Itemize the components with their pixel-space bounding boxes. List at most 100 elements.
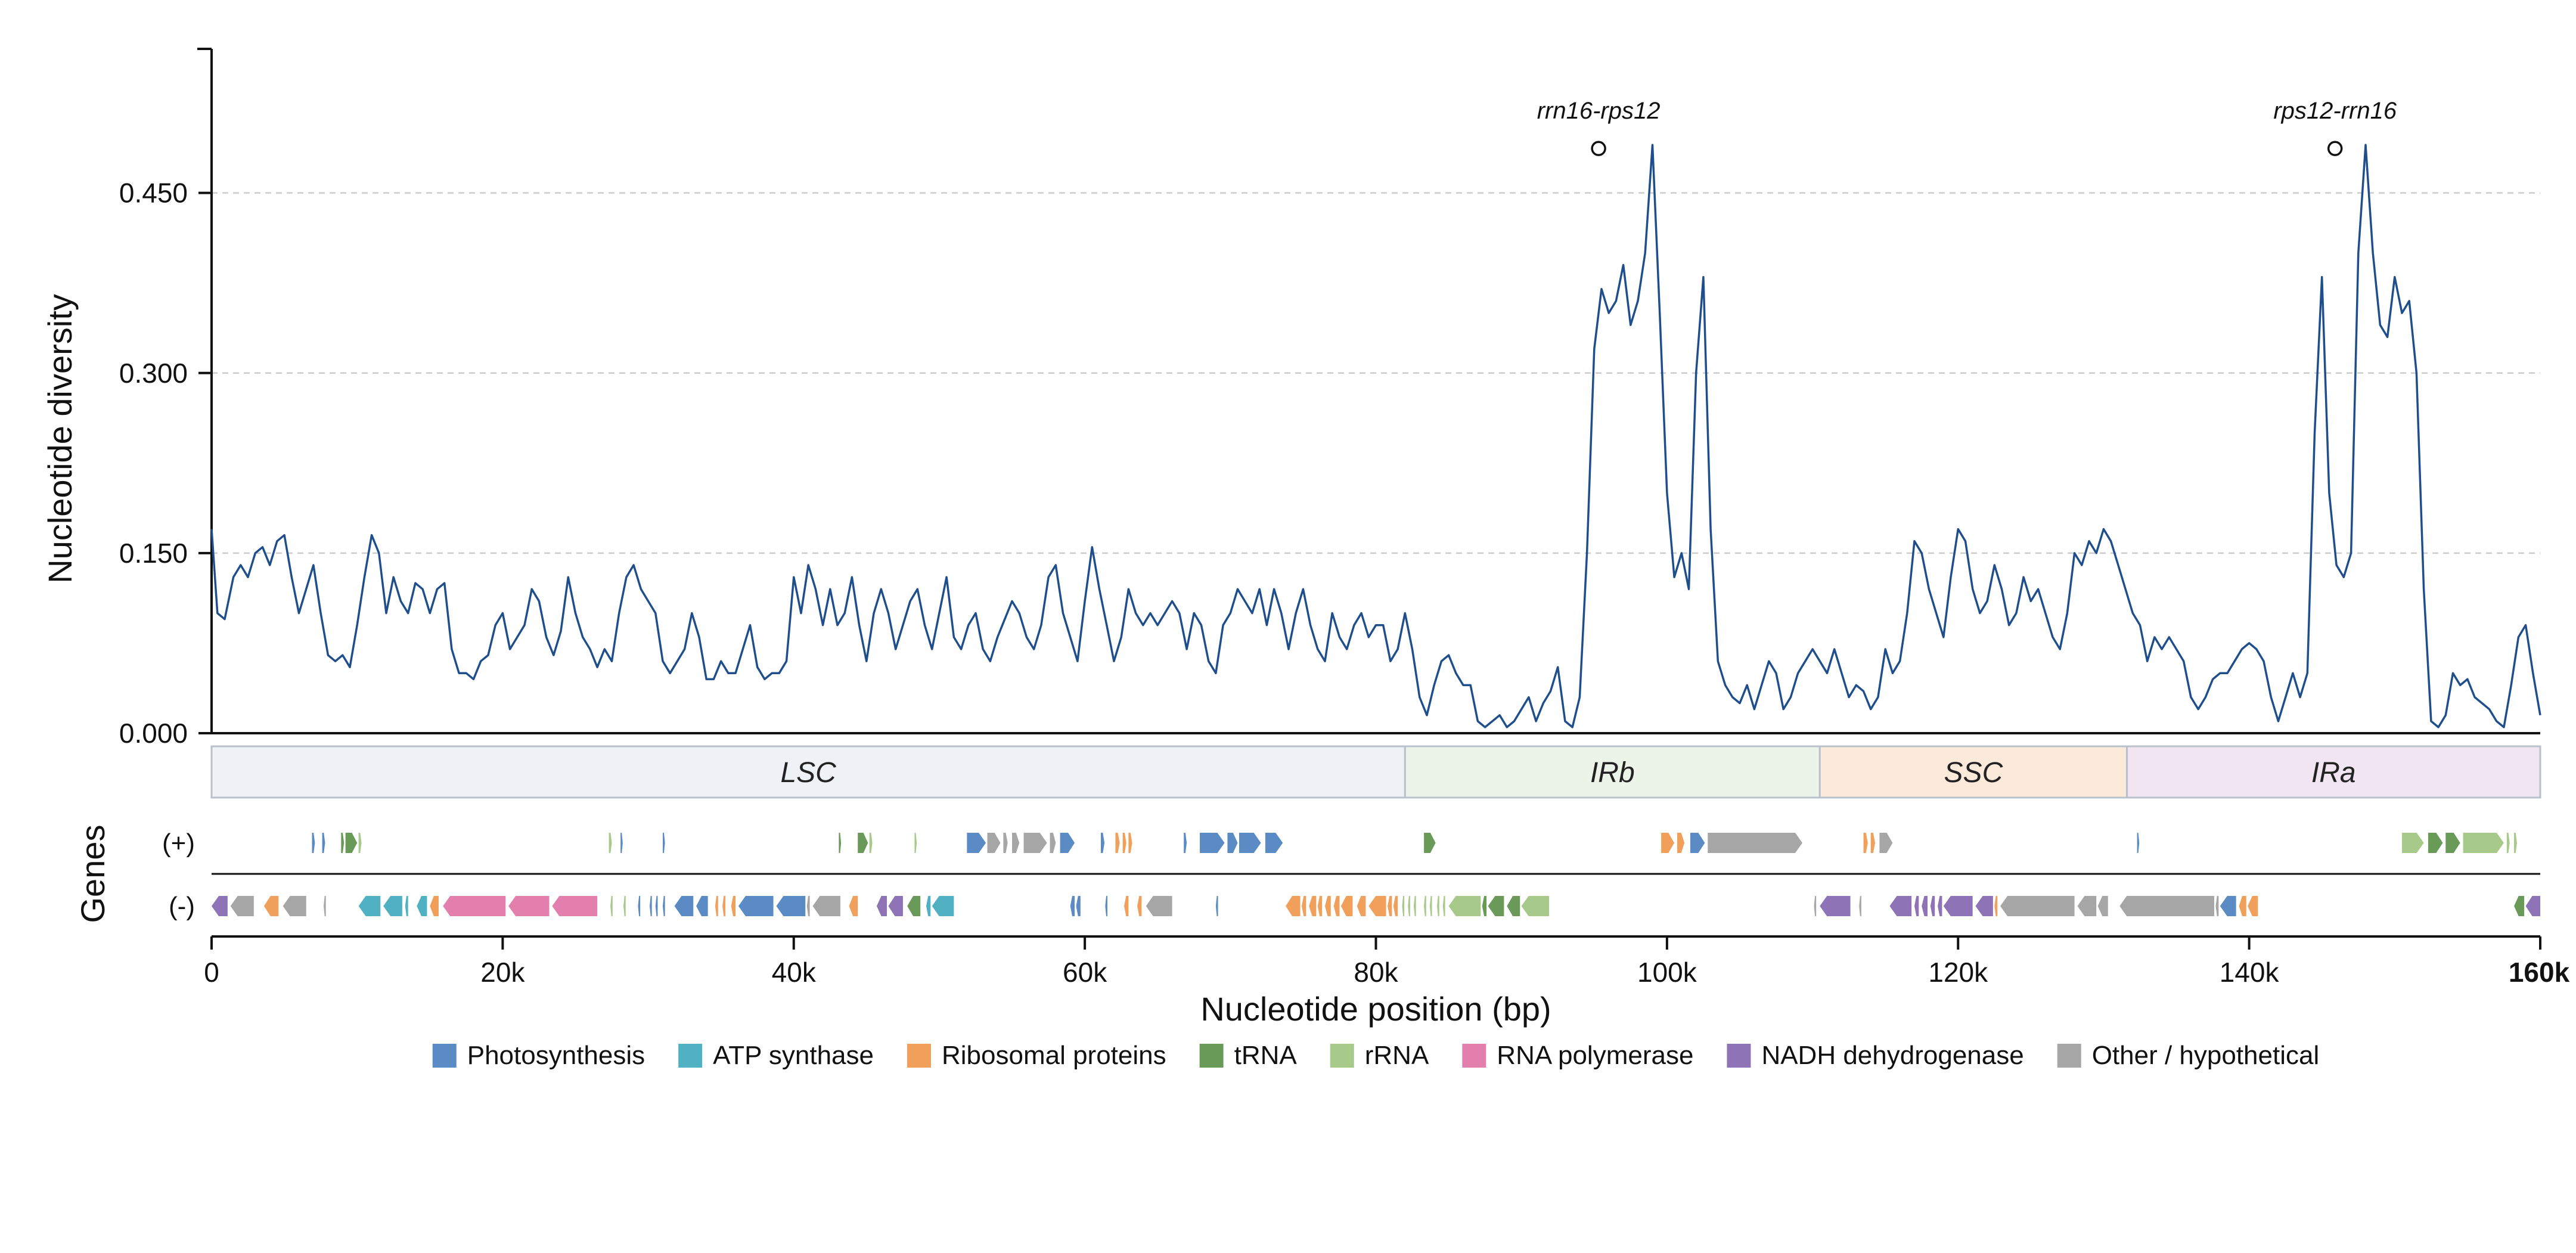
- gene-minus: [1442, 896, 1445, 916]
- gene-minus: [1124, 896, 1129, 916]
- gene-minus: [738, 896, 774, 916]
- gene-plus: [1122, 833, 1126, 853]
- gene-minus: [731, 896, 736, 916]
- gene-plus: [1023, 833, 1047, 853]
- gene-minus: [1137, 896, 1142, 916]
- gene-minus: [1388, 896, 1392, 916]
- gene-minus: [283, 896, 306, 916]
- gene-minus: [1814, 896, 1817, 916]
- gene-minus: [1922, 896, 1928, 916]
- y-tick-label: 0.000: [119, 718, 188, 749]
- gene-plus: [609, 833, 612, 853]
- gene-minus: [508, 896, 550, 916]
- y-tick-label: 0.150: [119, 538, 188, 569]
- gene-minus: [405, 896, 408, 916]
- gene-minus: [383, 896, 402, 916]
- gene-minus: [1413, 896, 1416, 916]
- x-tick-label: 60k: [1063, 957, 1107, 988]
- gene-minus: [2239, 896, 2246, 916]
- x-tick-label: 80k: [1354, 957, 1398, 988]
- gene-minus: [1215, 896, 1218, 916]
- gene-plus: [858, 833, 868, 853]
- gene-plus: [2428, 833, 2443, 853]
- x-tick-label: 140k: [2220, 957, 2280, 988]
- gene-minus: [1488, 896, 1504, 916]
- gene-plus: [1424, 833, 1436, 853]
- gene-plus: [1128, 833, 1132, 853]
- gene-minus: [2215, 896, 2219, 916]
- gene-minus: [1357, 896, 1366, 916]
- gene-minus: [1448, 896, 1481, 916]
- region-ira: [2126, 745, 2541, 799]
- gene-plus: [1115, 833, 1120, 853]
- legend-label: Ribosomal proteins: [942, 1041, 1166, 1070]
- gene-minus: [324, 896, 326, 916]
- gene-minus: [1994, 896, 1998, 916]
- gene-plus: [1060, 833, 1075, 853]
- gene-minus: [650, 896, 652, 916]
- gene-minus: [876, 896, 887, 916]
- gene-plus: [1863, 833, 1868, 853]
- legend-swatch-photo: [432, 1044, 457, 1068]
- peak-marker: [1591, 141, 1606, 156]
- gene-minus: [1286, 896, 1301, 916]
- peak-marker: [2327, 141, 2343, 156]
- gene-minus: [1889, 896, 1912, 916]
- region-irb: [1404, 745, 1821, 799]
- gene-minus: [2525, 896, 2540, 916]
- diversity-line: [210, 144, 2541, 728]
- gene-plus: [967, 833, 986, 853]
- gene-plus: [1012, 833, 1020, 853]
- gene-plus: [1708, 833, 1802, 853]
- gene-minus: [674, 896, 694, 916]
- peak-label: rps12-rrn16: [2273, 98, 2397, 124]
- gene-minus: [1309, 896, 1317, 916]
- gene-minus: [2220, 896, 2236, 916]
- region-label: IRa: [2311, 757, 2356, 789]
- legend-swatch-trna: [1199, 1044, 1224, 1068]
- gene-minus: [1482, 896, 1487, 916]
- gene-minus: [1859, 896, 1861, 916]
- legend-swatch-rnapol: [1462, 1044, 1486, 1068]
- gene-minus: [722, 896, 725, 916]
- gene-minus: [806, 896, 810, 916]
- gene-minus: [1930, 896, 1935, 916]
- gene-minus: [888, 896, 903, 916]
- gene-plus: [987, 833, 1001, 853]
- gene-plus: [2137, 833, 2140, 853]
- axes: [197, 48, 2540, 734]
- legend-swatch-rrna: [1330, 1044, 1354, 1068]
- gene-plus: [839, 833, 842, 853]
- legend-swatch-ribo: [907, 1044, 931, 1068]
- gene-minus: [696, 896, 708, 916]
- gene-plus: [1050, 833, 1056, 853]
- x-ticks: 0 20k 40k 60k 80k 100k 120k 140k 160k: [204, 936, 2570, 988]
- legend-label: ATP synthase: [713, 1041, 874, 1070]
- gene-minus: [2248, 896, 2258, 916]
- gene-minus: [1429, 896, 1432, 916]
- gene-minus: [1105, 896, 1107, 916]
- gene-track: Genes (+) (-): [74, 825, 2540, 923]
- gene-minus: [849, 896, 858, 916]
- gene-minus: [932, 896, 954, 916]
- gene-minus: [430, 896, 439, 916]
- gene-minus: [1820, 896, 1851, 916]
- gene-plus: [1200, 833, 1225, 853]
- gene-minus: [417, 896, 427, 916]
- gene-minus: [1943, 896, 1973, 916]
- gene-plus: [662, 833, 665, 853]
- y-axis-title: Nucleotide diversity: [41, 294, 79, 584]
- gene-plus: [341, 833, 344, 853]
- legend-swatch-nadh: [1727, 1044, 1751, 1068]
- gene-minus: [443, 896, 506, 916]
- gene-plus: [1661, 833, 1675, 853]
- legend-label: Photosynthesis: [467, 1041, 645, 1070]
- gene-minus: [623, 896, 626, 916]
- gene-plus: [1265, 833, 1283, 853]
- legend-swatch-atp: [678, 1044, 703, 1068]
- gene-minus: [1333, 896, 1340, 916]
- gene-plus: [869, 833, 873, 853]
- gene-minus: [552, 896, 598, 916]
- gene-plus: [1677, 833, 1685, 853]
